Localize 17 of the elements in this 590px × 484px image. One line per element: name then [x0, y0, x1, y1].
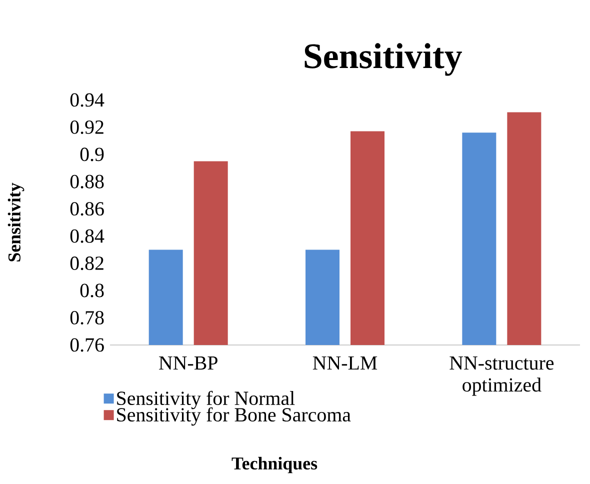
y-tick-label: 0.82: [70, 256, 104, 270]
x-axis-title: Techniques: [232, 456, 318, 474]
y-tick-label: 0.8: [80, 284, 104, 298]
y-tick-label: 0.94: [70, 93, 104, 107]
x-tick-label: NN-BP: [159, 356, 218, 370]
x-tick-label: NN-structure optimized: [450, 356, 554, 396]
y-tick-label: 0.86: [70, 202, 104, 216]
y-tick-label: 0.78: [70, 311, 104, 325]
y-tick-label: 0.88: [70, 174, 104, 188]
chart-title: Sensitivity: [304, 43, 462, 76]
y-tick-label: 0.9: [80, 148, 104, 162]
y-axis-title: Sensitivity: [8, 182, 24, 262]
x-tick-label: NN-LM: [312, 356, 378, 370]
y-tick-label: 0.92: [70, 120, 104, 134]
y-tick-label: 0.84: [70, 229, 104, 243]
legend-label: Sensitivity for Bone Sarcoma: [117, 407, 351, 426]
y-tick-label: 0.76: [70, 338, 104, 352]
